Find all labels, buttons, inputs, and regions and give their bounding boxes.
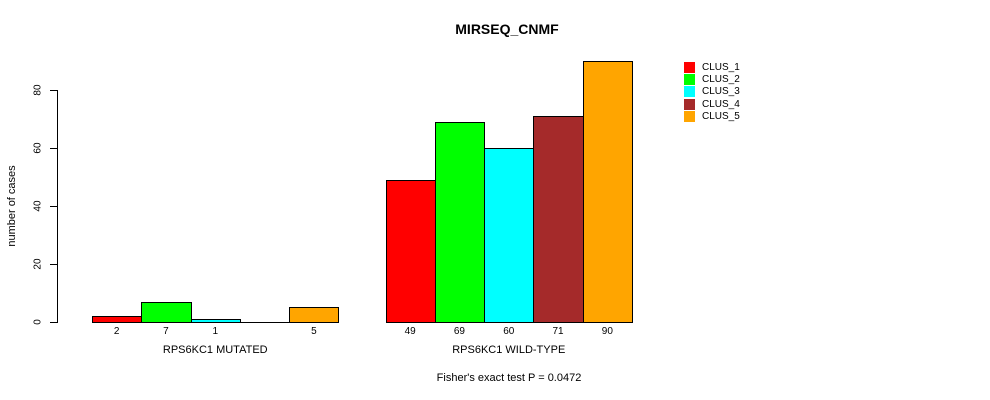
y-tick-label-20: 20	[32, 258, 44, 270]
y-tick-label-0: 0	[32, 319, 44, 325]
group-label-2: RPS6KC1 WILD-TYPE	[452, 344, 566, 356]
bar-value-label-clus_5-group2: 90	[601, 326, 613, 337]
y-tick-20	[50, 264, 57, 265]
legend-swatch-clus_2	[684, 73, 695, 85]
bar-value-label-clus_1-group2: 49	[404, 326, 416, 337]
legend-label-clus_4: CLUS_4	[702, 98, 740, 110]
bar-clus_1-group1	[92, 316, 143, 323]
y-tick-label-40: 40	[32, 200, 44, 212]
group-label-1: RPS6KC1 MUTATED	[162, 344, 268, 356]
bar-value-label-clus_1-group1: 2	[113, 326, 120, 337]
legend-swatch-clus_3	[684, 86, 695, 98]
bar-clus_3-group2	[484, 148, 535, 323]
legend-item-clus_5: CLUS_5	[684, 111, 740, 123]
legend-item-clus_1: CLUS_1	[684, 61, 740, 73]
bar-clus_2-group2	[434, 122, 486, 323]
bar-clus_5-group1	[289, 307, 340, 323]
bar-value-label-clus_2-group1: 7	[163, 326, 169, 337]
y-axis-line	[57, 90, 58, 323]
y-tick-80	[50, 90, 57, 91]
legend-label-clus_2: CLUS_2	[702, 73, 740, 85]
chart-title: MIRSEQ_CNMF	[455, 21, 559, 37]
legend-label-clus_3: CLUS_3	[702, 86, 740, 98]
legend-item-clus_4: CLUS_4	[684, 98, 740, 110]
bar-clus_1-group2	[385, 180, 436, 323]
fisher-test-caption: Fisher's exact test P = 0.0472	[436, 372, 582, 384]
bar-clus_3-group1	[190, 319, 241, 323]
y-tick-60	[50, 148, 57, 149]
y-axis-label: number of cases	[6, 165, 18, 247]
bar-clus_2-group1	[141, 302, 192, 323]
y-tick-label-80: 80	[32, 84, 44, 96]
legend-label-clus_1: CLUS_1	[702, 61, 740, 73]
legend-item-clus_2: CLUS_2	[684, 73, 740, 85]
legend-label-clus_5: CLUS_5	[702, 111, 740, 123]
y-tick-0	[50, 322, 57, 323]
bar-value-label-clus_3-group1: 1	[212, 326, 219, 337]
bar-value-label-clus_5-group1: 5	[311, 326, 317, 337]
bar-clus_5-group2	[582, 61, 633, 323]
bar-value-label-clus_3-group2: 60	[503, 326, 515, 337]
bar-value-label-clus_4-group2: 71	[552, 326, 564, 337]
bar-value-label-clus_2-group2: 69	[453, 326, 465, 337]
bar-clus_4-group1	[239, 322, 291, 323]
bar-clus_4-group2	[533, 116, 584, 323]
y-tick-40	[50, 206, 57, 207]
legend-swatch-clus_4	[684, 98, 695, 110]
y-tick-label-60: 60	[32, 142, 44, 154]
legend-item-clus_3: CLUS_3	[684, 86, 740, 98]
legend-swatch-clus_5	[684, 111, 695, 123]
legend-swatch-clus_1	[684, 61, 695, 73]
